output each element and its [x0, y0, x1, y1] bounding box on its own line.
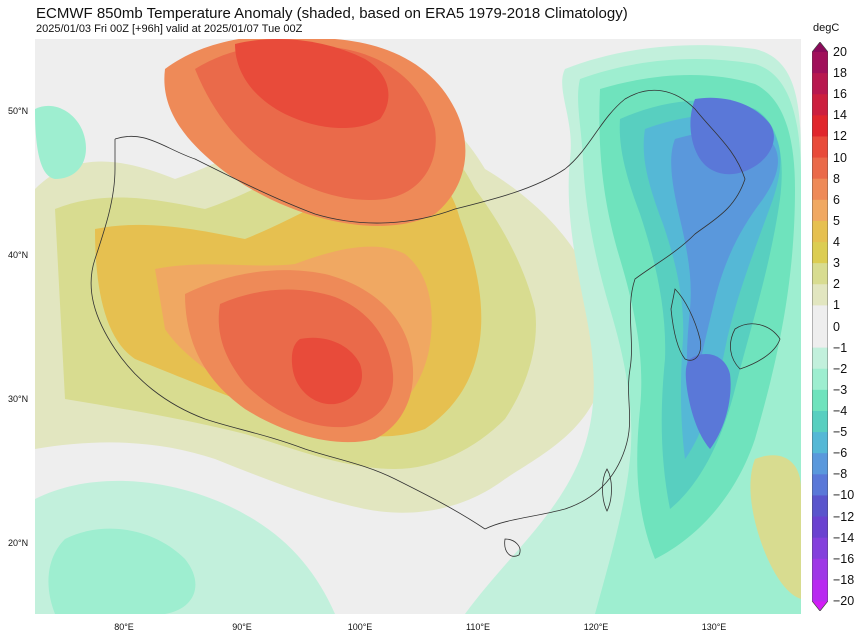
colorbar-segment — [812, 305, 828, 327]
colorbar-label: 18 — [833, 66, 847, 81]
colorbar-segment — [812, 220, 828, 243]
colorbar-label: 20 — [833, 45, 847, 59]
colorbar-label: 14 — [833, 108, 847, 123]
colorbar-segment — [812, 453, 828, 475]
lon-label-90: 90°E — [232, 622, 252, 632]
japan — [730, 323, 781, 370]
colorbar-label: −12 — [833, 509, 855, 524]
colorbar-segment — [812, 432, 828, 454]
colorbar-segment — [812, 368, 828, 391]
colorbar-segment — [812, 537, 828, 560]
anomaly-field — [35, 39, 801, 614]
colorbar-label: −8 — [833, 467, 848, 482]
colorbar-segment — [812, 326, 828, 349]
colorbar-label: −2 — [833, 361, 848, 376]
cold-core-sea-8 — [685, 354, 731, 449]
colorbar-unit: degC — [813, 22, 840, 34]
colorbar-segment — [812, 474, 828, 496]
colorbar-segment — [812, 94, 828, 116]
west-border — [90, 139, 116, 350]
cold-core-8 — [690, 97, 774, 175]
colorbar — [812, 42, 828, 611]
lon-label-120: 120°E — [583, 622, 609, 632]
lon-label-80: 80°E — [114, 622, 134, 632]
colorbar-bottom-arrow — [812, 601, 828, 611]
lon-label-110: 110°E — [466, 622, 490, 632]
map-panel — [35, 39, 801, 614]
china-border — [114, 89, 746, 370]
colorbar-label: −1 — [833, 340, 848, 355]
colorbar-segment — [812, 495, 828, 518]
warm-patch-east-pacific — [750, 455, 801, 599]
colorbar-segment — [812, 157, 828, 180]
cold-patch-south-2 — [48, 528, 196, 614]
colorbar-label: −16 — [833, 551, 855, 566]
colorbar-top-arrow — [812, 42, 828, 52]
colorbar-label: −14 — [833, 530, 855, 545]
colorbar-label: 1 — [833, 298, 840, 313]
lat-label-40: 40°N — [8, 250, 29, 260]
cold-patch-west — [35, 105, 86, 179]
colorbar-segment — [812, 136, 828, 159]
colorbar-label: −4 — [833, 403, 848, 418]
colorbar-segment — [812, 199, 828, 222]
lat-label-30: 30°N — [8, 394, 29, 404]
colorbar-label: 16 — [833, 87, 847, 102]
lat-label-50: 50°N — [8, 106, 29, 116]
chart-title: ECMWF 850mb Temperature Anomaly (shaded,… — [36, 5, 628, 22]
korea — [670, 288, 702, 361]
colorbar-label: 4 — [833, 235, 840, 250]
colorbar-label: 10 — [833, 150, 847, 165]
colorbar-segment — [812, 242, 828, 264]
colorbar-label: 2 — [833, 277, 840, 292]
lat-label-20: 20°N — [8, 538, 29, 548]
colorbar-label: −18 — [833, 572, 855, 587]
south-border — [114, 348, 486, 530]
colorbar-label: 5 — [833, 213, 840, 228]
colorbar-label: −10 — [833, 488, 855, 503]
colorbar-segment — [812, 115, 828, 137]
mongolia-warm-10 — [235, 39, 389, 129]
colorbar-segment — [812, 410, 828, 433]
colorbar-label: 6 — [833, 192, 840, 207]
colorbar-label: −3 — [833, 382, 848, 397]
colorbar-label: 8 — [833, 171, 840, 186]
taiwan — [602, 468, 612, 512]
colorbar-segment — [812, 579, 828, 602]
colorbar-segment — [812, 73, 828, 95]
colorbar-segment — [812, 178, 828, 201]
colorbar-label: 3 — [833, 256, 840, 271]
colorbar-segment — [812, 347, 828, 370]
boundaries — [90, 89, 781, 557]
tibet-warm-10 — [291, 337, 363, 405]
colorbar-segment — [812, 284, 828, 306]
colorbar-segment — [812, 263, 828, 285]
colorbar-label: 0 — [833, 319, 840, 334]
colorbar-label: −20 — [833, 594, 855, 608]
colorbar-segment — [812, 516, 828, 539]
colorbar-segment — [812, 389, 828, 412]
colorbar-segment — [812, 52, 828, 74]
hainan — [504, 538, 521, 557]
chart-subtitle: 2025/01/03 Fri 00Z [+96h] valid at 2025/… — [36, 23, 303, 35]
colorbar-label: 12 — [833, 129, 847, 144]
lon-label-130: 130°E — [701, 622, 727, 632]
lon-label-100: 100°E — [347, 622, 373, 632]
colorbar-label: −6 — [833, 446, 848, 461]
colorbar-segment — [812, 558, 828, 581]
colorbar-label: −5 — [833, 425, 848, 440]
